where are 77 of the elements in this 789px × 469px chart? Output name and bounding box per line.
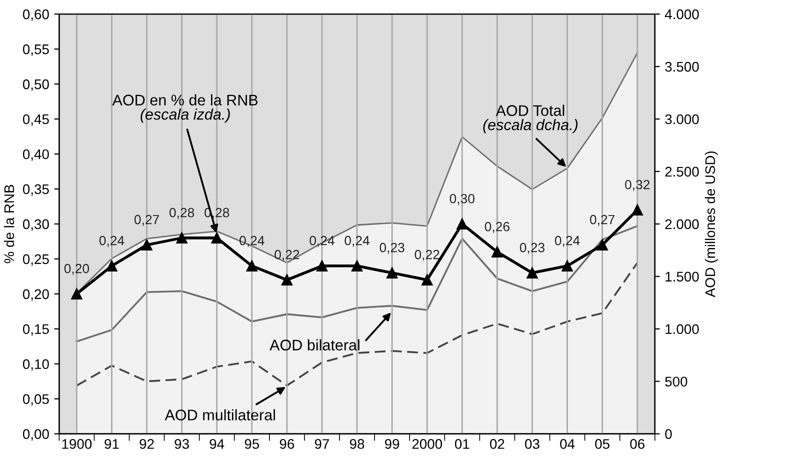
y2-tick-label: 500	[665, 376, 688, 387]
point	[492, 246, 503, 258]
point	[281, 274, 292, 286]
point	[526, 267, 538, 278]
point	[351, 260, 363, 272]
x-tick-label: 98	[350, 439, 364, 449]
y2-tick-label: 3.000	[665, 114, 699, 124]
point	[422, 274, 433, 286]
point	[632, 204, 643, 216]
y2-tick-label: 4.000	[664, 9, 699, 20]
x-tick-label: 06	[630, 439, 644, 449]
x-tick-label: 99	[384, 439, 400, 449]
y-tick-label: 0,05	[22, 394, 49, 406]
data-label: 0,23	[380, 242, 404, 254]
annotation: AOD en % de la RNB (escala izda.)	[112, 94, 258, 123]
data-label: 0,30	[450, 194, 474, 205]
x-tick-label: 96	[280, 439, 294, 449]
point	[176, 232, 188, 244]
point	[211, 232, 222, 244]
y2-tick-label: 1.500	[666, 272, 699, 282]
x-tick-label: 91	[104, 439, 119, 449]
y-tick-label: 0,55	[22, 44, 49, 56]
point	[71, 288, 82, 300]
point	[456, 218, 468, 230]
point	[141, 239, 152, 250]
x-tick-label: 97	[314, 439, 330, 449]
data-label: 0,22	[414, 250, 440, 261]
data-label: 0,24	[240, 236, 264, 247]
data-label: 0,27	[134, 214, 159, 226]
data-label: 0,27	[590, 214, 614, 226]
x-tick-label: 05	[595, 439, 610, 449]
x-tick-label: 92	[140, 439, 154, 449]
x-tick-label: 04	[560, 439, 575, 449]
y-tick-label: 0,10	[22, 359, 49, 371]
x-tick-label: 2000	[412, 439, 442, 449]
y-tick-label: 0,45	[22, 114, 49, 126]
data-label: 0,20	[64, 264, 90, 275]
data-label: 0,24	[554, 236, 580, 247]
y-axis-title: % de la RNB	[4, 184, 14, 264]
point	[386, 267, 398, 278]
x-tick-label: 94	[210, 439, 224, 449]
point	[562, 260, 573, 272]
y2-tick-label: 2.500	[665, 166, 699, 177]
y-tick-label: 0,20	[22, 289, 49, 301]
data-label: 0,26	[484, 222, 510, 233]
y2-axis-title: AOD (millones de USD)	[704, 151, 718, 298]
data-label: 0,28	[169, 208, 194, 219]
x-tick-label: 01	[454, 439, 470, 449]
x-tick-label: 03	[525, 439, 540, 449]
x-tick-label: 95	[244, 439, 260, 449]
data-label: 0,24	[344, 236, 370, 247]
point	[106, 260, 118, 272]
point	[596, 239, 608, 250]
annotation: AOD multilateral	[164, 409, 275, 420]
y2-tick-label: 2.000	[665, 219, 699, 230]
y2-tick-label: 1.000	[666, 324, 699, 334]
x-tick-label: 1900	[62, 439, 92, 449]
y2-tick-label: 0	[665, 429, 672, 439]
point	[316, 260, 328, 272]
data-label: 0,32	[625, 180, 650, 191]
data-label: 0,23	[520, 242, 544, 254]
data-label: 0,22	[274, 250, 300, 261]
x-tick-label: 93	[174, 439, 189, 449]
y-tick-label: 0,40	[22, 149, 49, 161]
y-tick-label: 0,60	[22, 9, 49, 21]
y-tick-label: 0,15	[22, 324, 49, 336]
annotation: AOD Total (escala dcha.)	[483, 104, 578, 134]
y-tick-label: 0,35	[22, 184, 49, 196]
y-tick-label: 0,25	[22, 254, 49, 266]
y-tick-label: 0,30	[22, 219, 49, 231]
point	[246, 260, 258, 272]
x-tick-label: 02	[490, 439, 504, 449]
y-tick-label: 0,00	[22, 429, 49, 441]
y-tick-label: 0,50	[22, 79, 49, 91]
y2-tick-label: 3.500	[665, 62, 699, 72]
annotation: AOD bilateral	[270, 339, 360, 350]
data-label: 0,24	[99, 236, 124, 247]
